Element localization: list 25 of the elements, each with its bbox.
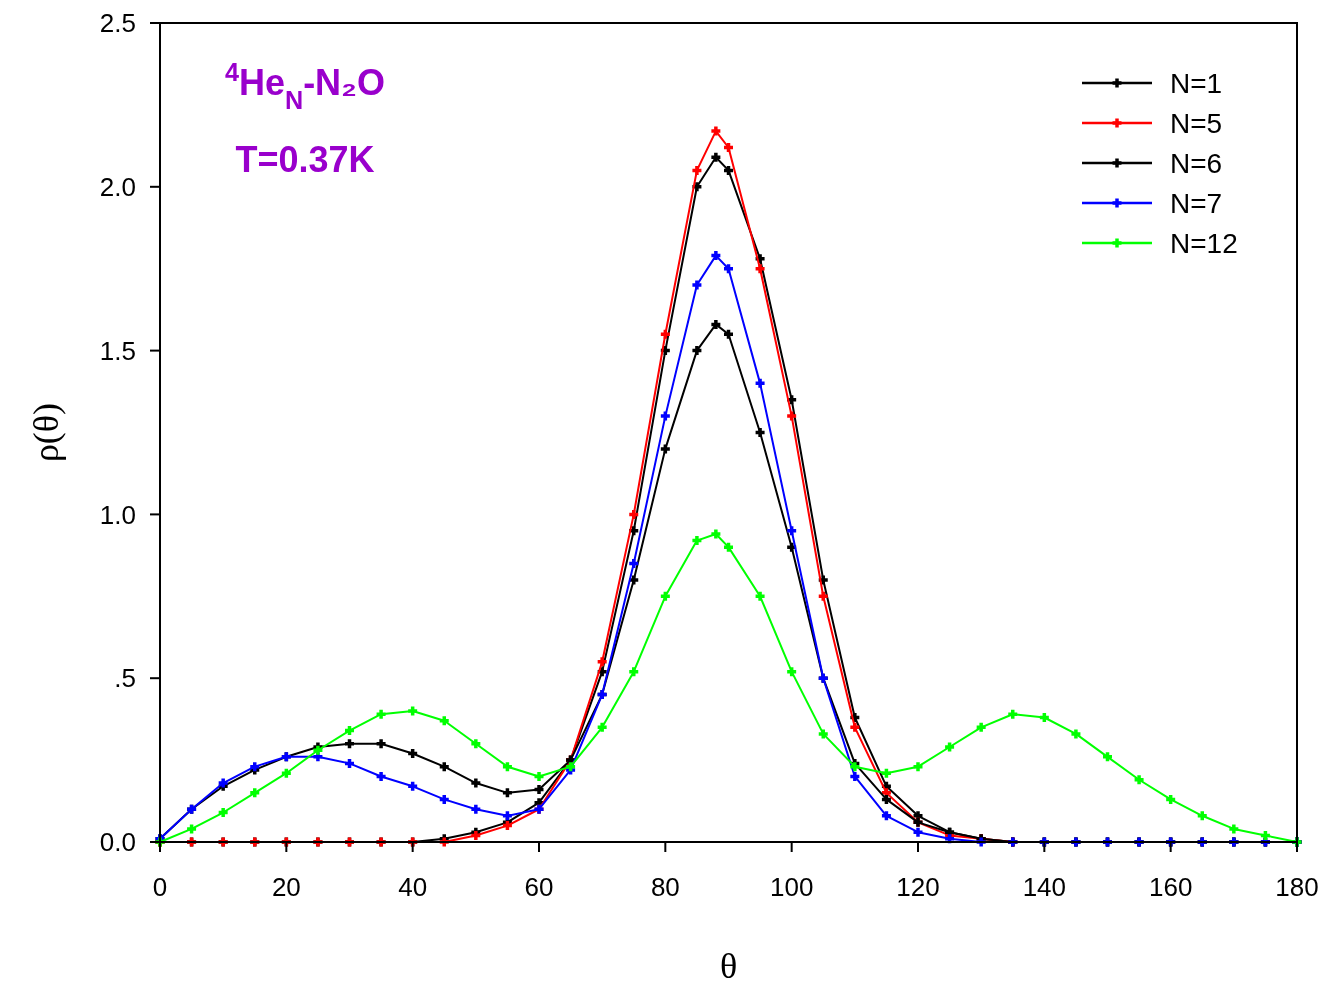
y-tick-label: 2.0	[99, 171, 136, 202]
legend-label: N=12	[1170, 227, 1238, 259]
x-tick-label: 20	[271, 872, 301, 902]
legend-label: N=7	[1170, 187, 1223, 219]
y-tick-label: 1.0	[99, 499, 136, 530]
y-axis-title: ρ(θ)	[26, 402, 66, 463]
legend-label: N=1	[1170, 67, 1223, 99]
x-tick-label: 140	[1022, 872, 1067, 902]
x-tick-label: 0	[152, 872, 168, 902]
x-tick-label: 60	[524, 872, 554, 902]
y-tick-label: 1.5	[99, 335, 136, 366]
y-tick-label: 2.5	[99, 8, 136, 39]
legend-label: N=5	[1170, 107, 1223, 139]
x-tick-label: 120	[896, 872, 940, 902]
x-axis-title: θ	[719, 946, 738, 986]
annotation: $^{4}$He$_{N}$-N₂O	[224, 58, 386, 114]
y-tick-label: .5	[114, 663, 136, 694]
x-tick-label: 100	[769, 872, 814, 902]
y-tick-label: 0.0	[99, 827, 136, 858]
x-tick-label: 160	[1148, 872, 1193, 902]
x-tick-label: 180	[1275, 872, 1319, 902]
x-tick-label: 40	[398, 872, 428, 902]
legend-label: N=6	[1170, 147, 1223, 179]
x-tick-label: 80	[650, 872, 680, 902]
annotation: T=0.37K	[235, 139, 375, 180]
